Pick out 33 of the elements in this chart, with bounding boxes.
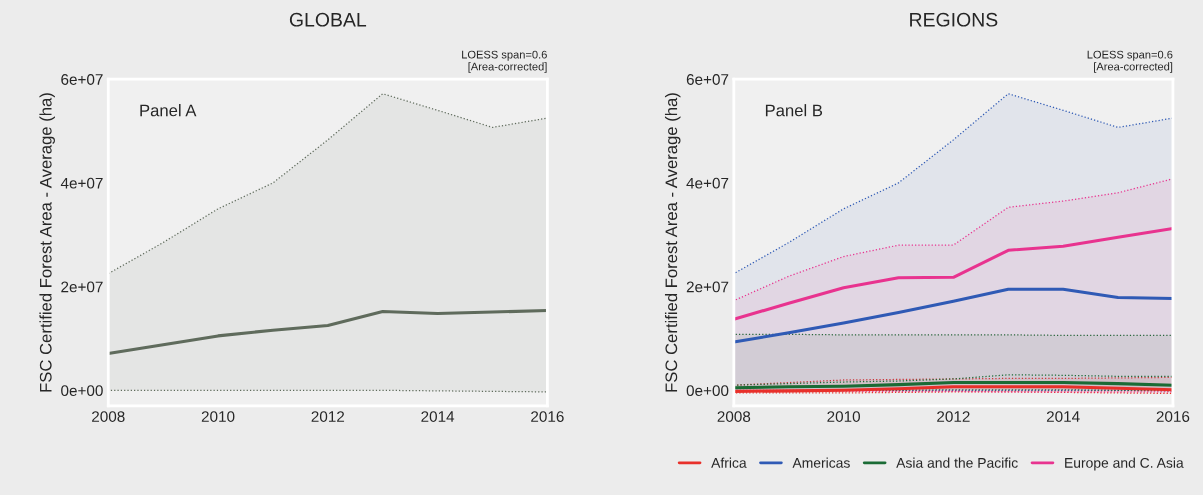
y-tick-label: 6e+07 xyxy=(61,74,103,85)
x-tick-label: 2008 xyxy=(92,411,125,422)
annotation: Panel A xyxy=(140,104,197,117)
y-tick-label: 0e+00 xyxy=(686,385,729,397)
y-tick-label: 4e+07 xyxy=(686,177,729,189)
x-tick-label: 2014 xyxy=(421,411,455,422)
annotation: Panel B xyxy=(765,104,823,117)
text: LOESS span=0.6 [Area-corrected] xyxy=(462,50,547,73)
legend-label: Asia and the Pacific xyxy=(896,457,1018,468)
y-axis-title: FSC Certified Forest Area - Average (ha) xyxy=(39,93,55,392)
y-axis-title: FSC Certified Forest Area - Average (ha) xyxy=(664,93,681,392)
x-tick-label: 2010 xyxy=(827,411,860,422)
y-tick-label: 6e+07 xyxy=(686,74,729,85)
y-tick-label: 2e+07 xyxy=(61,281,103,293)
y-tick-label: 0e+00 xyxy=(61,385,103,397)
line-series xyxy=(733,227,1173,321)
legend-label: Europe and C. Asia xyxy=(1065,457,1184,471)
legend-label: Americas xyxy=(792,457,850,468)
line-series xyxy=(733,287,1173,344)
legend-label: Africa xyxy=(711,457,747,468)
chart-title: GLOBAL xyxy=(289,12,367,27)
chart-title: REGIONS xyxy=(910,12,998,27)
text: LOESS span=0.6 [Area-corrected] xyxy=(1087,50,1173,73)
x-tick-label: 2014 xyxy=(1046,411,1080,422)
x-tick-label: 2012 xyxy=(937,411,970,422)
x-tick-label: 2010 xyxy=(201,411,235,422)
x-tick-label: 2016 xyxy=(1156,411,1190,422)
y-tick-label: 2e+07 xyxy=(686,281,729,293)
y-tick-label: 4e+07 xyxy=(60,177,103,189)
x-tick-label: 2008 xyxy=(717,411,751,422)
line-series xyxy=(108,308,548,356)
x-tick-label: 2016 xyxy=(531,411,564,422)
x-tick-label: 2012 xyxy=(311,411,345,422)
